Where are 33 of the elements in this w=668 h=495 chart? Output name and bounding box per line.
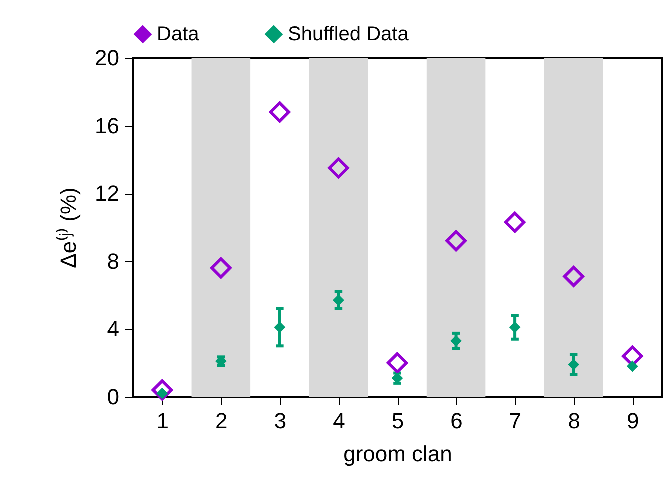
y-axis-title: Δe⁽ʲ⁾ (%): [56, 188, 82, 268]
point: [269, 102, 291, 123]
point: [274, 322, 286, 334]
point: [210, 258, 232, 279]
point: [450, 335, 462, 347]
y-tick-label: 0: [107, 384, 120, 410]
point: [563, 266, 584, 288]
point: [504, 212, 526, 233]
y-tick-label: 16: [95, 113, 120, 138]
point: [568, 359, 580, 370]
x-axis-title: groom clan: [344, 442, 452, 466]
y-tick-label: 20: [95, 46, 120, 70]
x-tick-label: 2: [216, 408, 228, 434]
y-tick-label: 4: [107, 316, 120, 342]
x-tick-label: 3: [274, 408, 287, 434]
point: [446, 230, 467, 252]
point: [386, 352, 408, 374]
x-tick-label: 5: [392, 408, 404, 434]
point: [626, 360, 638, 372]
y-tick-label: 12: [95, 181, 120, 206]
point: [152, 380, 173, 401]
x-tick-label: 9: [626, 408, 640, 434]
y-tick-label: 8: [107, 248, 120, 274]
point: [333, 294, 344, 306]
legend-label: Shuffled Data: [288, 23, 410, 46]
x-tick-label: 8: [568, 408, 580, 434]
x-tick-label: 7: [509, 408, 522, 434]
point: [328, 158, 350, 179]
legend-label: Data: [157, 23, 200, 46]
x-tick-label: 1: [156, 408, 170, 434]
point: [509, 322, 521, 334]
x-tick-label: 4: [333, 408, 346, 434]
x-tick-label: 6: [450, 408, 463, 434]
